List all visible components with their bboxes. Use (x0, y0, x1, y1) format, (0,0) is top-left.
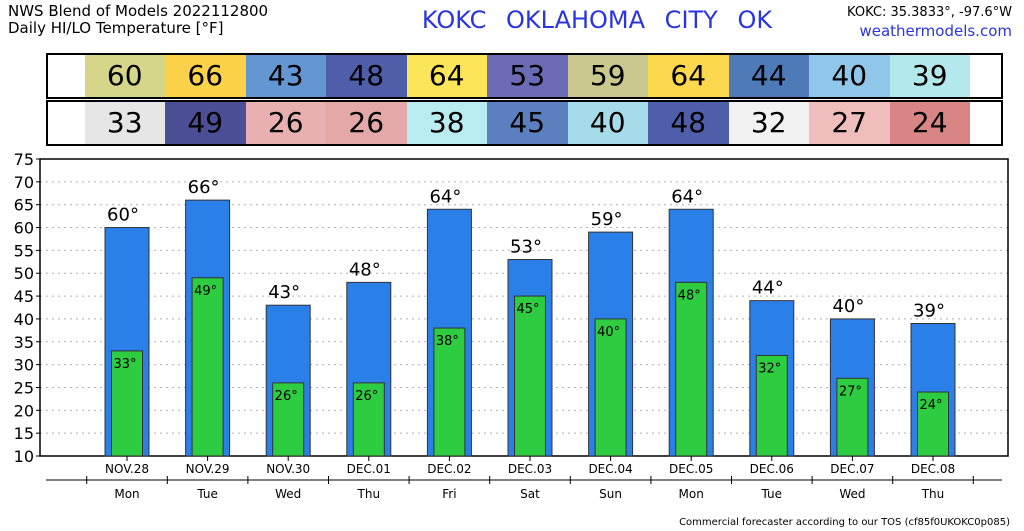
low-temp-cell: 26 (245, 102, 326, 144)
high-temp-cell: 44 (728, 55, 809, 97)
low-temp-cell: 32 (728, 102, 809, 144)
low-temp-label: 48° (678, 288, 701, 303)
y-tick-label: 25 (14, 378, 34, 397)
x-date-label: DEC.01 (347, 462, 391, 476)
high-temp-cell: 64 (648, 55, 729, 97)
low-temp-bar (755, 354, 788, 457)
high-temp-label: 59° (591, 209, 623, 230)
y-tick-label: 70 (14, 173, 34, 192)
low-temp-label: 49° (194, 284, 217, 299)
x-date-label: NOV.30 (266, 462, 310, 476)
low-temp-cell: 49 (165, 102, 246, 144)
low-temp-bar (594, 318, 627, 457)
low-temp-cell: 26 (326, 102, 407, 144)
y-tick-label: 75 (14, 150, 34, 169)
low-temp-label: 38° (436, 334, 459, 349)
x-date-label: DEC.06 (750, 462, 794, 476)
y-tick-label: 55 (14, 241, 34, 260)
x-date-label: DEC.04 (588, 462, 632, 476)
low-temp-cell: 40 (567, 102, 648, 144)
x-date-label: DEC.05 (669, 462, 713, 476)
y-tick-label: 15 (14, 424, 34, 443)
low-temp-bar (836, 377, 869, 457)
low-temp-cell: 27 (809, 102, 890, 144)
low-temp-bar (272, 382, 305, 457)
y-tick-label: 30 (14, 356, 34, 375)
low-temp-bar (191, 277, 224, 457)
y-tick-label: 10 (14, 447, 34, 466)
high-temperature-row: 60 66 43 48 64 53 59 64 44 40 39 (46, 53, 1003, 99)
site-link[interactable]: weathermodels.com (859, 22, 1012, 40)
chart-header-right: KOKC: 35.3833°, -97.6°W weathermodels.co… (847, 4, 1012, 40)
low-temp-cell: 48 (648, 102, 729, 144)
low-temp-cell: 38 (406, 102, 487, 144)
x-weekday-label: Mon (679, 487, 704, 501)
x-date-label: DEC.02 (427, 462, 471, 476)
high-temp-cell: 64 (406, 55, 487, 97)
y-tick-label: 45 (14, 287, 34, 306)
chart-subtitle: Daily HI/LO Temperature [°F] (8, 19, 224, 37)
high-temp-label: 60° (107, 205, 139, 226)
high-temp-label: 39° (913, 300, 945, 321)
low-temp-cell: 45 (487, 102, 568, 144)
high-temp-cell: 43 (245, 55, 326, 97)
high-temp-label: 53° (510, 237, 542, 258)
x-weekday-label: Sat (520, 487, 540, 501)
x-weekday-label: Wed (275, 487, 301, 501)
high-temp-label: 64° (429, 186, 461, 207)
x-weekday-label: Fri (442, 487, 456, 501)
low-temp-label: 45° (516, 302, 539, 317)
low-temp-label: 33° (113, 357, 136, 372)
high-temp-label: 66° (188, 177, 220, 198)
high-temp-cell: 39 (889, 55, 970, 97)
chart-header-left: NWS Blend of Models 2022112800 Daily HI/… (8, 3, 268, 37)
high-temp-label: 44° (752, 278, 784, 299)
low-temp-label: 26° (275, 389, 298, 404)
low-temperature-row: 33 49 26 26 38 45 40 48 32 27 24 (46, 100, 1003, 146)
high-temp-label: 43° (268, 282, 300, 303)
low-temp-label: 40° (597, 325, 620, 340)
station-title: KOKC OKLAHOMA CITY OK (421, 6, 773, 34)
high-temp-label: 40° (832, 296, 864, 317)
x-weekday-label: Sun (599, 487, 622, 501)
low-temp-cell: 24 (889, 102, 970, 144)
x-date-label: DEC.07 (830, 462, 874, 476)
x-weekday-label: Thu (357, 487, 381, 501)
low-temp-label: 26° (355, 389, 378, 404)
x-weekday-label: Thu (921, 487, 945, 501)
x-date-label: NOV.28 (105, 462, 149, 476)
low-temp-label: 32° (758, 361, 781, 376)
x-date-label: NOV.29 (186, 462, 230, 476)
y-tick-label: 20 (14, 401, 34, 420)
y-tick-label: 65 (14, 196, 34, 215)
high-temp-label: 48° (349, 259, 381, 280)
high-temp-cell: 40 (809, 55, 890, 97)
low-temp-cell: 33 (84, 102, 165, 144)
y-tick-label: 35 (14, 333, 34, 352)
x-weekday-label: Tue (761, 487, 783, 501)
low-temp-label: 27° (839, 384, 862, 399)
low-temp-label: 24° (919, 398, 942, 413)
footer-note: Commercial forecaster according to our T… (679, 517, 1010, 528)
station-coordinates: KOKC: 35.3833°, -97.6°W (847, 5, 1012, 20)
low-temp-bar (675, 281, 708, 457)
high-temp-cell: 60 (84, 55, 165, 97)
x-date-label: DEC.03 (508, 462, 552, 476)
y-tick-label: 40 (14, 310, 34, 329)
high-temp-label: 64° (671, 186, 703, 207)
high-temp-cell: 59 (567, 55, 648, 97)
y-tick-label: 60 (14, 219, 34, 238)
high-temp-cell: 53 (487, 55, 568, 97)
x-weekday-label: Mon (114, 487, 139, 501)
x-weekday-label: Wed (839, 487, 865, 501)
high-temp-cell: 48 (326, 55, 407, 97)
high-temp-cell: 66 (165, 55, 246, 97)
x-weekday-label: Tue (196, 487, 218, 501)
x-date-label: DEC.08 (911, 462, 955, 476)
model-run-title: NWS Blend of Models 2022112800 (8, 2, 269, 20)
y-tick-label: 50 (14, 264, 34, 283)
low-temp-bar (514, 295, 546, 457)
